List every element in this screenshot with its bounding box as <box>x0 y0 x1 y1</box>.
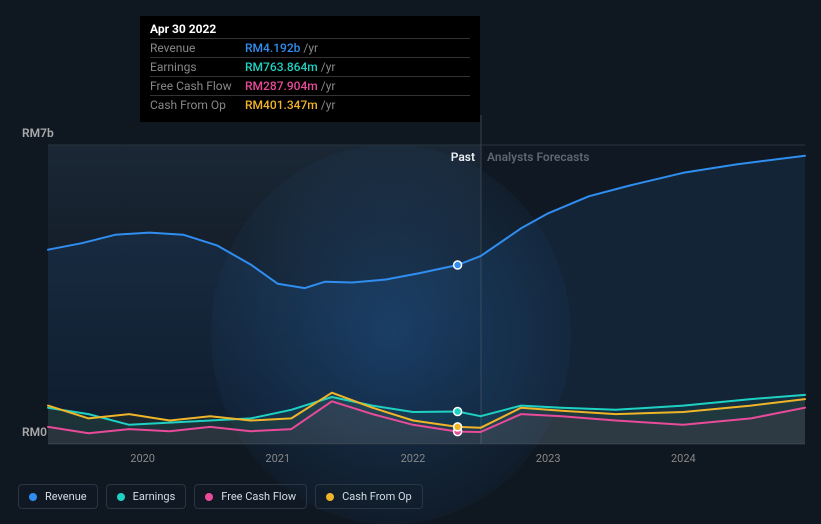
tooltip-row-value-cell: RM4.192b /yr <box>245 39 470 58</box>
hover-marker-cfo <box>454 423 462 431</box>
tooltip-row-value-cell: RM401.347m /yr <box>245 96 470 115</box>
legend-item-label: Revenue <box>45 490 87 503</box>
tooltip-row-unit: /yr <box>318 98 336 112</box>
legend-item-label: Earnings <box>133 490 176 503</box>
hover-marker-revenue <box>454 261 462 269</box>
legend-item[interactable]: Free Cash Flow <box>194 484 307 509</box>
y-bottom-label: RM0 <box>22 425 47 439</box>
tooltip-row-value-cell: RM763.864m /yr <box>245 58 470 77</box>
legend-dot-icon <box>29 493 37 501</box>
region-past-label: Past <box>451 150 475 164</box>
chart-tooltip: Apr 30 2022RevenueRM4.192b /yrEarningsRM… <box>140 16 480 122</box>
legend-item-label: Cash From Op <box>342 490 412 503</box>
region-forecast-label: Analysts Forecasts <box>487 150 589 164</box>
tooltip-row-value: RM4.192b <box>245 41 300 55</box>
tooltip-row: RevenueRM4.192b /yr <box>150 39 470 58</box>
x-label: 2024 <box>671 452 696 465</box>
tooltip-row-unit: /yr <box>318 79 336 93</box>
tooltip-row-unit: /yr <box>318 60 336 74</box>
tooltip-row-label: Earnings <box>150 58 245 77</box>
tooltip-row-label: Cash From Op <box>150 96 245 115</box>
tooltip-row-unit: /yr <box>300 41 318 55</box>
legend-dot-icon <box>326 493 334 501</box>
tooltip-row-label: Free Cash Flow <box>150 77 245 96</box>
x-label: 2022 <box>401 452 426 465</box>
tooltip-row: Cash From OpRM401.347m /yr <box>150 96 470 115</box>
tooltip-row: EarningsRM763.864m /yr <box>150 58 470 77</box>
tooltip-row-label: Revenue <box>150 39 245 58</box>
legend-item[interactable]: Cash From Op <box>315 484 423 509</box>
tooltip-date: Apr 30 2022 <box>150 22 470 38</box>
hover-marker-earnings <box>454 408 462 416</box>
legend-item[interactable]: Revenue <box>18 484 98 509</box>
y-top-label: RM7b <box>22 126 54 140</box>
legend-dot-icon <box>117 493 125 501</box>
x-label: 2020 <box>130 452 155 465</box>
tooltip-row-value: RM401.347m <box>245 98 318 112</box>
x-label: 2021 <box>265 452 290 465</box>
tooltip-row-value-cell: RM287.904m /yr <box>245 77 470 96</box>
legend: Revenue Earnings Free Cash Flow Cash From O… <box>18 484 423 509</box>
tooltip-row-value: RM287.904m <box>245 79 318 93</box>
legend-item-label: Free Cash Flow <box>221 490 296 503</box>
tooltip-table: RevenueRM4.192b /yrEarningsRM763.864m /y… <box>150 38 470 114</box>
tooltip-row-value: RM763.864m <box>245 60 318 74</box>
tooltip-row: Free Cash FlowRM287.904m /yr <box>150 77 470 96</box>
legend-item[interactable]: Earnings <box>106 484 187 509</box>
legend-dot-icon <box>205 493 213 501</box>
x-label: 2023 <box>536 452 561 465</box>
